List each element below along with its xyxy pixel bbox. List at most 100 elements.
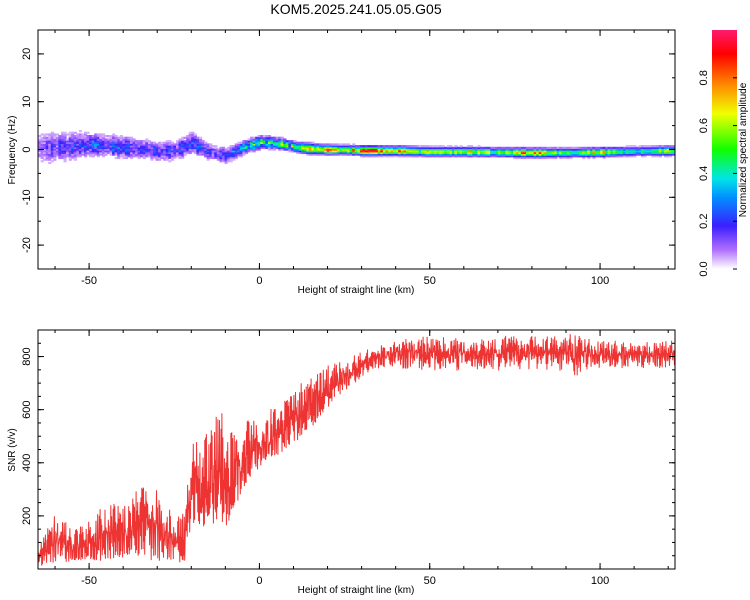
heatmap-cell: [199, 143, 203, 146]
heatmap-cell: [183, 143, 187, 146]
heatmap-cell: [186, 148, 190, 151]
heatmap-cell: [112, 148, 116, 151]
heatmap-cell: [176, 148, 180, 151]
heatmap-cell: [160, 148, 164, 151]
heatmap-cell: [559, 153, 563, 156]
heatmap-cell: [278, 148, 282, 151]
heatmap-cell: [354, 150, 358, 153]
heatmap-cell: [91, 146, 95, 150]
x-tick-label: 50: [424, 575, 436, 587]
heatmap-cell: [610, 155, 614, 158]
heatmap-cell: [58, 151, 62, 155]
heatmap-cell: [536, 151, 540, 155]
heatmap-cell: [367, 153, 371, 156]
heatmap-cell: [408, 146, 412, 150]
heatmap-cell: [523, 155, 527, 158]
heatmap-cell: [96, 155, 100, 158]
heatmap-cell: [462, 150, 466, 153]
heatmap-cell: [104, 135, 108, 138]
heatmap-cell: [232, 156, 236, 160]
heatmap-cell: [153, 143, 157, 146]
heatmap-cell: [104, 140, 108, 143]
heatmap-cell: [227, 146, 231, 150]
heatmap-cell: [99, 150, 103, 153]
heatmap-cell: [193, 133, 197, 136]
heatmap-cell: [45, 151, 49, 155]
heatmap-cell: [257, 146, 261, 150]
heatmap-cell: [117, 136, 121, 139]
heatmap-cell: [574, 150, 578, 153]
heatmap-cell: [63, 150, 67, 153]
heatmap-cell: [331, 153, 335, 156]
heatmap-cell: [594, 151, 599, 155]
heatmap-cell: [503, 146, 507, 150]
heatmap-cell: [413, 153, 417, 156]
heatmap-cell: [204, 148, 208, 151]
heatmap-cell: [497, 148, 502, 151]
heatmap-cell: [191, 141, 195, 144]
heatmap-cell: [262, 136, 266, 139]
heatmap-cell: [270, 140, 274, 143]
heatmap-cell: [623, 153, 627, 156]
heatmap-cell: [336, 151, 341, 155]
heatmap-cell: [112, 150, 116, 153]
heatmap-cell: [219, 146, 223, 150]
heatmap-cell: [298, 143, 302, 146]
heatmap-cell: [497, 151, 502, 155]
heatmap-cell: [107, 140, 111, 143]
heatmap-cell: [359, 150, 364, 153]
heatmap-cell: [464, 150, 468, 153]
heatmap-cell: [168, 143, 172, 146]
heatmap-cell: [303, 150, 307, 153]
heatmap-cell: [372, 148, 376, 151]
heatmap-cell: [349, 145, 353, 148]
heatmap-cell: [367, 148, 371, 151]
heatmap-cell: [153, 151, 157, 155]
heatmap-cell: [257, 136, 261, 139]
heatmap-cell: [214, 153, 218, 156]
heatmap-cell: [347, 146, 351, 150]
heatmap-cell: [663, 155, 668, 158]
heatmap-cell: [380, 155, 384, 158]
heatmap-cell: [53, 148, 57, 151]
heatmap-cell: [342, 151, 346, 155]
colorbar-tick-label: 0.2: [698, 214, 710, 229]
heatmap-cell: [122, 145, 126, 148]
heatmap-cell: [311, 148, 315, 151]
heatmap-cell: [643, 150, 647, 153]
heatmap-cell: [178, 145, 182, 148]
heatmap-cell: [234, 156, 238, 160]
heatmap-cell: [574, 148, 578, 151]
heatmap-cell: [55, 146, 60, 150]
x-tick-label: 0: [256, 575, 262, 587]
heatmap-cell: [158, 151, 162, 155]
heatmap-cell: [73, 150, 77, 153]
heatmap-cell: [53, 140, 57, 143]
heatmap-cell: [365, 153, 369, 156]
heatmap-cell: [170, 148, 175, 151]
heatmap-cell: [546, 150, 550, 153]
heatmap-cell: [209, 150, 213, 153]
heatmap-cell: [101, 153, 106, 156]
heatmap-cell: [76, 136, 80, 139]
heatmap-cell: [382, 146, 387, 150]
heatmap-cell: [293, 148, 297, 151]
heatmap-cell: [582, 155, 586, 158]
heatmap-cell: [385, 148, 389, 151]
heatmap-cell: [370, 145, 374, 148]
heatmap-cell: [237, 145, 241, 148]
heatmap-cell: [58, 145, 62, 148]
heatmap-cell: [390, 153, 394, 156]
heatmap-cell: [326, 153, 330, 156]
heatmap-cell: [40, 141, 44, 144]
heatmap-cell: [551, 150, 555, 153]
heatmap-cell: [127, 151, 131, 155]
heatmap-cell: [94, 140, 98, 143]
heatmap-cell: [221, 158, 226, 161]
heatmap-cell: [273, 146, 277, 150]
heatmap-cell: [99, 145, 103, 148]
heatmap-cell: [114, 135, 118, 138]
heatmap-cell: [607, 151, 611, 155]
heatmap-cell: [53, 135, 57, 138]
heatmap-cell: [211, 150, 215, 153]
